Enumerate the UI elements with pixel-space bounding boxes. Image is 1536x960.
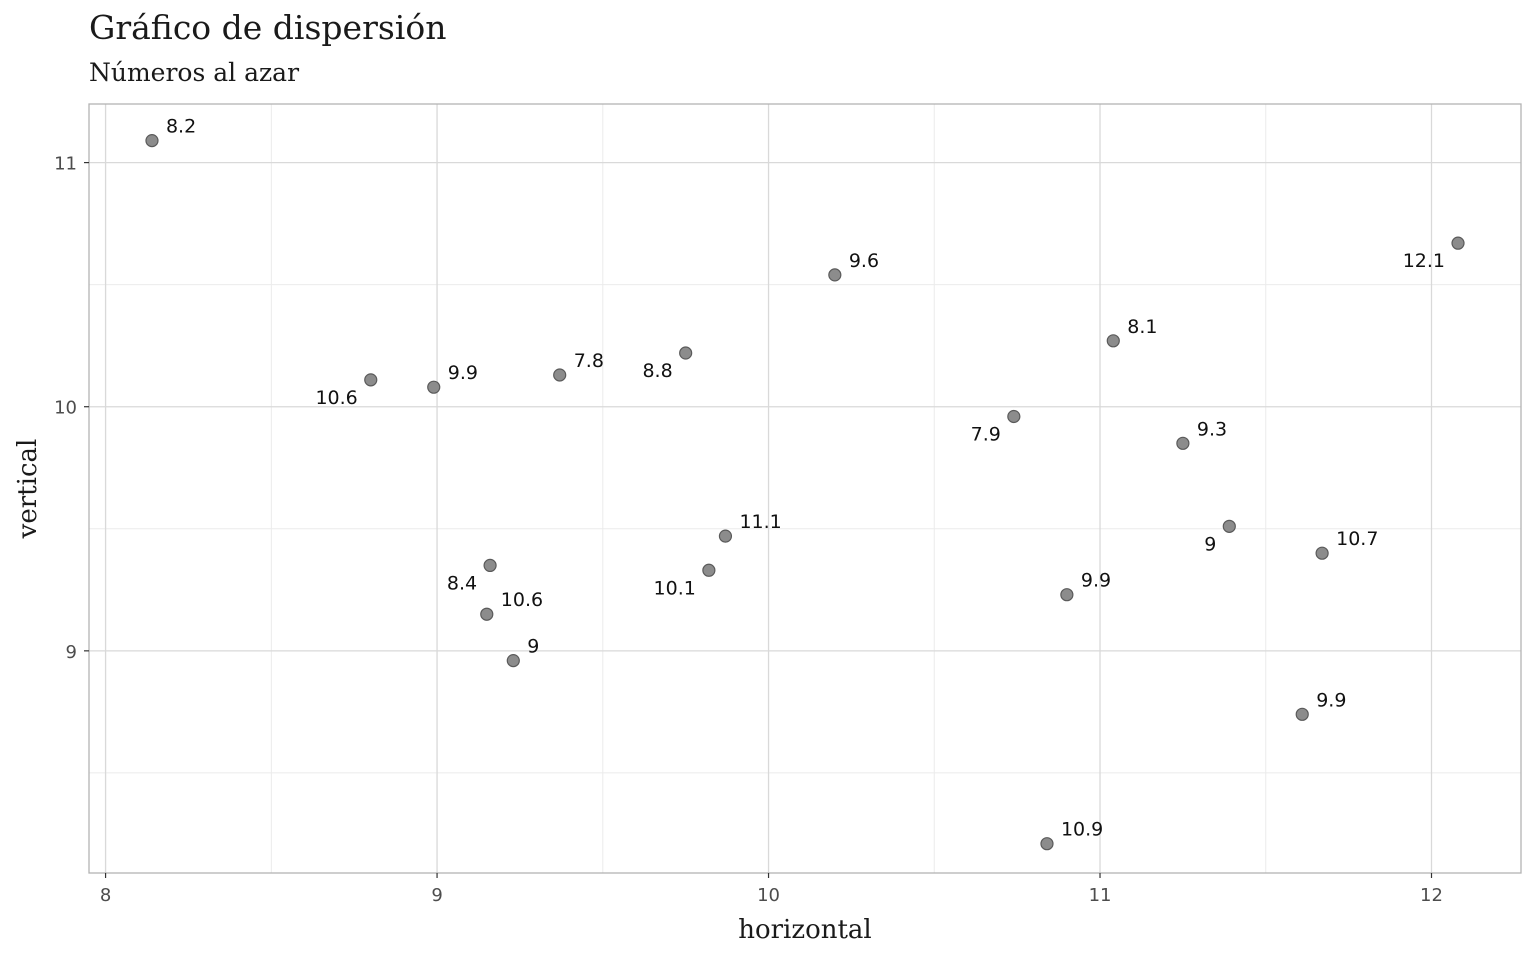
data-point — [427, 380, 441, 394]
point-label: 12.1 — [1403, 250, 1445, 272]
y-axis-title: vertical — [13, 439, 43, 540]
x-tick-label: 11 — [1089, 885, 1112, 906]
point-label: 8.4 — [447, 572, 477, 594]
axis-ticks: 8 9 10 11 12 9 10 11 — [54, 154, 1443, 906]
point-label: 9.9 — [448, 362, 478, 384]
x-tick-label: 9 — [431, 885, 442, 906]
panel-border — [88, 103, 1522, 874]
point-label: 11.1 — [739, 511, 781, 533]
point-label: 9.9 — [1316, 689, 1346, 711]
data-point — [145, 134, 159, 148]
point-labels: 8.2 10.6 9.9 7.8 8.8 9.6 8.4 10.6 9 11.1 10.1 7.9 8.… — [166, 116, 1445, 841]
point-label: 10.6 — [501, 589, 543, 611]
point-label: 10.9 — [1061, 819, 1103, 841]
data-point — [718, 529, 733, 543]
point-label: 7.8 — [574, 350, 604, 372]
point-label: 9 — [1204, 533, 1216, 555]
data-point — [679, 346, 693, 360]
chart-subtitle: Números al azar — [89, 58, 300, 87]
point-label: 9.3 — [1197, 418, 1227, 440]
data-point — [1040, 837, 1054, 851]
y-tick-label: 10 — [54, 398, 77, 419]
chart-title: Gráfico de dispersión — [89, 8, 447, 47]
data-points — [145, 134, 1465, 851]
data-point — [1451, 236, 1465, 250]
point-label: 7.9 — [971, 423, 1001, 445]
x-tick-label: 12 — [1420, 885, 1443, 906]
data-point — [1176, 436, 1190, 450]
data-point — [1315, 546, 1329, 560]
data-point — [828, 268, 842, 282]
point-label: 9.9 — [1081, 570, 1111, 592]
y-tick-label: 11 — [54, 154, 77, 175]
data-point — [1060, 588, 1074, 602]
data-point — [483, 558, 497, 573]
point-label: 10.7 — [1336, 528, 1378, 550]
data-point — [506, 654, 520, 668]
data-point — [553, 368, 567, 382]
point-label: 8.2 — [166, 116, 196, 138]
data-point — [1106, 334, 1120, 348]
data-point — [364, 373, 378, 387]
grid-lines — [89, 104, 1521, 873]
point-label: 9.6 — [849, 250, 879, 272]
data-point — [480, 607, 494, 621]
point-label: 8.1 — [1127, 316, 1157, 338]
x-axis-title: horizontal — [738, 915, 872, 945]
x-tick-label: 10 — [757, 885, 780, 906]
point-label: 10.6 — [315, 387, 357, 409]
x-tick-label: 8 — [100, 885, 111, 906]
data-point — [1007, 409, 1021, 424]
point-label: 8.8 — [642, 360, 672, 382]
data-point — [1295, 707, 1309, 721]
y-tick-label: 9 — [66, 642, 77, 663]
data-point — [1222, 519, 1236, 533]
data-point — [702, 563, 716, 577]
point-label: 9 — [527, 636, 539, 658]
point-label: 10.1 — [654, 577, 696, 599]
